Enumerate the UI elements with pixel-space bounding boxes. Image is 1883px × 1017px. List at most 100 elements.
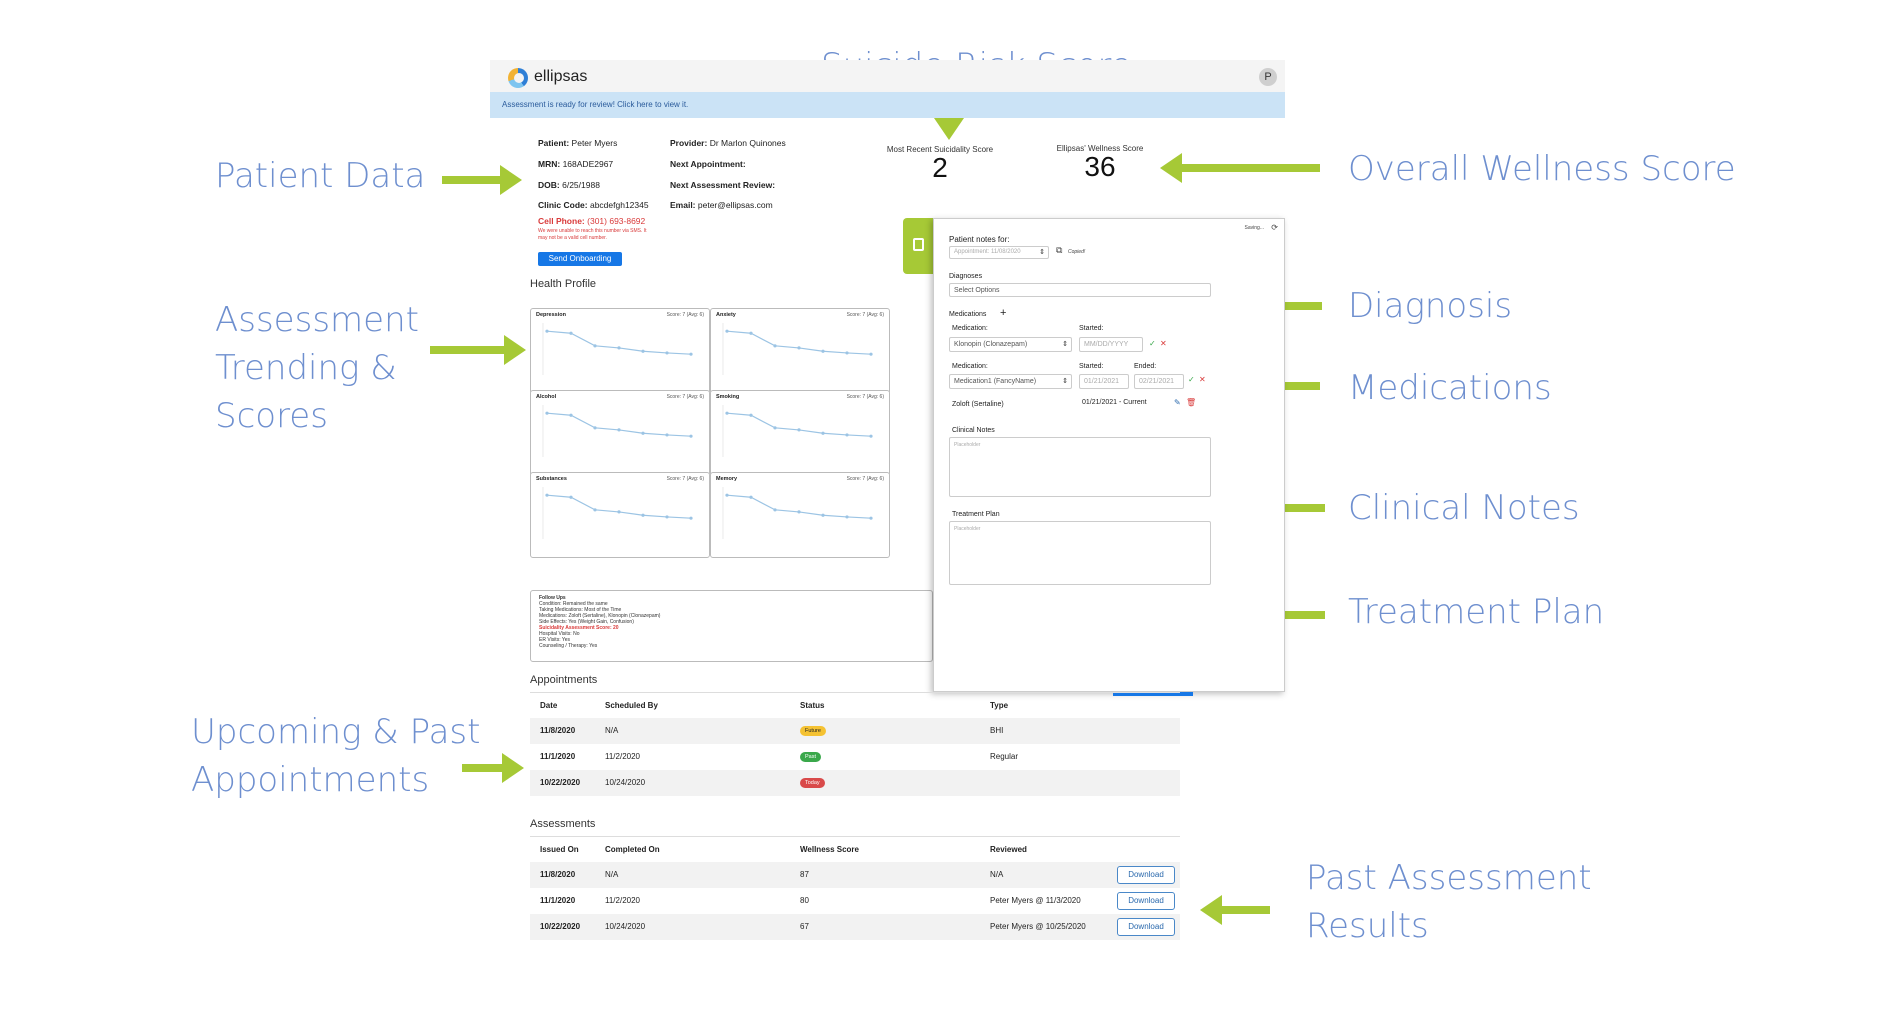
download-button[interactable]: Download bbox=[1117, 918, 1175, 936]
trend-point bbox=[749, 495, 753, 499]
trend-card-score: Score: 7 (Avg: 6) bbox=[666, 394, 704, 400]
med1-select[interactable]: Klonopin (Clonazepam) ⇕ bbox=[949, 337, 1072, 352]
col-type: Type bbox=[990, 701, 1009, 710]
trend-card-substances[interactable]: Substances Score: 7 (Avg: 6) bbox=[530, 472, 710, 558]
trend-point bbox=[797, 428, 801, 432]
med3-edit-icon[interactable]: ✎ bbox=[1174, 398, 1181, 407]
avatar[interactable]: P bbox=[1259, 68, 1277, 86]
follow-ups-box: Follow Ups Condition: Remained the same … bbox=[530, 590, 933, 662]
treatment-plan-textarea[interactable]: Placeholder bbox=[949, 521, 1211, 585]
diagnoses-select[interactable]: Select Options bbox=[949, 283, 1211, 297]
download-button[interactable]: Download bbox=[1117, 892, 1175, 910]
callout-diagnosis: Diagnosis bbox=[1348, 286, 1513, 326]
trend-point bbox=[869, 434, 873, 438]
assessment-reviewed: N/A bbox=[990, 870, 1004, 879]
trend-point bbox=[821, 431, 825, 435]
appointment-date: 11/1/2020 bbox=[540, 752, 576, 761]
refresh-icon[interactable]: ⟳ bbox=[1271, 223, 1278, 232]
appointment-scheduled-by: 10/24/2020 bbox=[605, 778, 646, 787]
trend-point bbox=[545, 493, 549, 497]
wellness-score-label: Ellipsas' Wellness Score bbox=[1056, 144, 1144, 153]
callout-clinical-notes: Clinical Notes bbox=[1348, 488, 1580, 528]
trend-point bbox=[689, 352, 693, 356]
trend-chart bbox=[722, 405, 873, 457]
med2-select[interactable]: Medication1 (FancyName) ⇕ bbox=[949, 374, 1072, 389]
follow-up-line: Medications: Zoloft (Sertaline), Klonopi… bbox=[539, 613, 661, 619]
patient-name: Patient: Peter Myers bbox=[538, 138, 618, 148]
provider: Provider: Dr Marlon Quinones bbox=[670, 138, 786, 148]
clinical-notes-textarea[interactable]: Placeholder bbox=[949, 437, 1211, 497]
col-scheduled-by: Scheduled By bbox=[605, 701, 658, 710]
med2-start-date-input[interactable]: 01/21/2021 bbox=[1079, 374, 1129, 389]
hidden-button-edge[interactable] bbox=[1113, 692, 1193, 696]
med2-ended-label: Ended: bbox=[1134, 363, 1157, 370]
assessment-wellness-score: 67 bbox=[800, 922, 809, 931]
appointment-select[interactable]: Appointment: 11/08/2020 ⇕ bbox=[949, 246, 1049, 259]
trend-point bbox=[593, 344, 597, 348]
col-wellness-score: Wellness Score bbox=[800, 845, 859, 854]
follow-up-line: Condition: Remained the same bbox=[539, 601, 608, 607]
trend-card-memory[interactable]: Memory Score: 7 (Avg: 6) bbox=[710, 472, 890, 558]
follow-up-line: Taking Medications: Most of the Time bbox=[539, 607, 622, 613]
med2-end-date-input[interactable]: 02/21/2021 bbox=[1134, 374, 1184, 389]
trend-point bbox=[773, 508, 777, 512]
trend-card-alcohol[interactable]: Alcohol Score: 7 (Avg: 6) bbox=[530, 390, 710, 476]
med2-confirm-icon[interactable]: ✓ bbox=[1188, 375, 1195, 384]
patient-notes-panel: Saving... ⟳ Patient notes for: Appointme… bbox=[933, 218, 1285, 692]
arrow-appointments bbox=[462, 753, 524, 783]
follow-up-line: Hospital Visits: No bbox=[539, 631, 580, 637]
send-onboarding-button[interactable]: Send Onboarding bbox=[538, 252, 622, 266]
follow-up-risk-line: Suicidality Assessment Score: 20 bbox=[539, 625, 619, 631]
notes-panel-tab[interactable] bbox=[903, 218, 935, 274]
trend-point bbox=[665, 351, 669, 355]
assessment-reviewed: Peter Myers @ 11/3/2020 bbox=[990, 896, 1081, 905]
table-row: 11/8/2020 N/A 87 N/A Download bbox=[530, 862, 1180, 888]
med1-start-date-input[interactable]: MM/DD/YYYY bbox=[1079, 337, 1143, 352]
trend-chart bbox=[722, 487, 873, 539]
trend-point bbox=[689, 516, 693, 520]
med3-delete-icon[interactable]: 🗑 bbox=[1186, 398, 1197, 407]
patient-mrn: MRN: 168ADE2967 bbox=[538, 159, 614, 169]
col-completed-on: Completed On bbox=[605, 845, 660, 854]
add-medication-icon[interactable]: + bbox=[1000, 307, 1007, 319]
status-badge: Future bbox=[800, 726, 826, 736]
trend-point bbox=[821, 349, 825, 353]
trend-card-title: Depression bbox=[536, 312, 566, 318]
med1-cancel-icon[interactable]: ✕ bbox=[1160, 339, 1167, 348]
patient-dob: DOB: 6/25/1988 bbox=[538, 180, 600, 190]
callout-past-results-1: Past Assessment bbox=[1306, 858, 1592, 898]
col-reviewed: Reviewed bbox=[990, 845, 1027, 854]
arrow-patient-data bbox=[442, 165, 522, 195]
copy-icon[interactable]: ⧉ bbox=[1056, 245, 1063, 255]
trend-point bbox=[845, 351, 849, 355]
trend-point bbox=[665, 515, 669, 519]
med2-cancel-icon[interactable]: ✕ bbox=[1199, 375, 1206, 384]
patient-email: Email: peter@ellipsas.com bbox=[670, 200, 773, 210]
table-row[interactable]: 10/22/2020 10/24/2020 Today bbox=[530, 770, 1180, 796]
table-row[interactable]: 11/1/2020 11/2/2020 Past Regular bbox=[530, 744, 1180, 770]
med1-started-label: Started: bbox=[1079, 325, 1104, 332]
trend-point bbox=[797, 346, 801, 350]
col-date: Date bbox=[540, 701, 558, 710]
review-banner[interactable]: Assessment is ready for review! Click he… bbox=[490, 92, 1285, 118]
trend-card-depression[interactable]: Depression Score: 7 (Avg: 6) bbox=[530, 308, 710, 394]
med2-label: Medication: bbox=[952, 363, 988, 370]
table-row[interactable]: 11/8/2020 N/A Future BHI bbox=[530, 718, 1180, 744]
trend-point bbox=[749, 413, 753, 417]
assessment-issued-on: 11/8/2020 bbox=[540, 870, 576, 879]
next-assessment-review: Next Assessment Review: bbox=[670, 180, 776, 190]
trend-point bbox=[641, 431, 645, 435]
trend-point bbox=[749, 331, 753, 335]
download-button[interactable]: Download bbox=[1117, 866, 1175, 884]
trend-card-score: Score: 7 (Avg: 6) bbox=[846, 476, 884, 482]
trend-card-anxiety[interactable]: Anxiety Score: 7 (Avg: 6) bbox=[710, 308, 890, 394]
trend-card-title: Substances bbox=[536, 476, 567, 482]
assessments-header: Issued On Completed On Wellness Score Re… bbox=[530, 836, 1180, 864]
callout-assessment-1: Assessment bbox=[215, 300, 419, 340]
med1-confirm-icon[interactable]: ✓ bbox=[1149, 339, 1156, 348]
trend-card-smoking[interactable]: Smoking Score: 7 (Avg: 6) bbox=[710, 390, 890, 476]
trend-chart bbox=[542, 405, 693, 457]
appointments-title: Appointments bbox=[530, 674, 598, 686]
next-appointment: Next Appointment: bbox=[670, 159, 746, 169]
assessment-wellness-score: 80 bbox=[800, 896, 809, 905]
